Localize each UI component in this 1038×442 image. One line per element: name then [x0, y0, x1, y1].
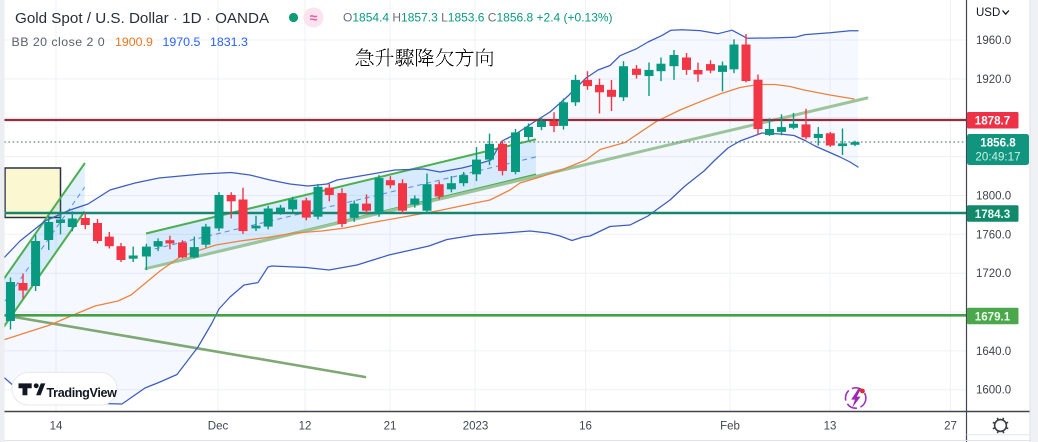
svg-text:14: 14: [50, 421, 63, 433]
svg-text:TradingView: TradingView: [47, 386, 118, 400]
svg-text:Dec: Dec: [208, 421, 229, 433]
svg-text:1831.3: 1831.3: [210, 35, 248, 49]
svg-text:1900.9: 1900.9: [115, 35, 153, 49]
svg-text:16: 16: [579, 421, 592, 433]
svg-text:O1854.4 H1857.3 L1853.6 C1856.: O1854.4 H1857.3 L1853.6 C1856.8 +2.4 (+0…: [343, 11, 613, 25]
svg-text:1856.8: 1856.8: [980, 137, 1016, 150]
svg-text:1679.1: 1679.1: [975, 310, 1011, 323]
svg-text:1878.7: 1878.7: [975, 115, 1010, 128]
svg-text:1760.0: 1760.0: [976, 229, 1011, 241]
svg-text:Gold Spot / U.S. Dollar · 1D ·: Gold Spot / U.S. Dollar · 1D · OANDA: [15, 10, 270, 27]
svg-text:27: 27: [944, 421, 957, 433]
svg-text:1960.0: 1960.0: [976, 35, 1011, 47]
svg-text:1920.0: 1920.0: [976, 74, 1011, 86]
svg-text:2023: 2023: [463, 421, 489, 433]
svg-text:1600.0: 1600.0: [976, 385, 1011, 397]
svg-text:1800.0: 1800.0: [976, 191, 1011, 203]
svg-text:≈: ≈: [310, 10, 318, 26]
svg-text:Feb: Feb: [720, 421, 740, 433]
svg-text:12: 12: [299, 421, 312, 433]
svg-text:1720.0: 1720.0: [976, 268, 1011, 280]
svg-text:BB 20 close 2 0: BB 20 close 2 0: [12, 35, 106, 49]
svg-text:1640.0: 1640.0: [976, 346, 1011, 358]
svg-text:1970.5: 1970.5: [163, 35, 201, 49]
svg-text:21: 21: [384, 421, 397, 433]
svg-text:USD: USD: [976, 7, 1000, 19]
svg-text:1784.3: 1784.3: [975, 208, 1011, 221]
svg-text:20:49:17: 20:49:17: [975, 151, 1020, 164]
svg-text:13: 13: [824, 421, 837, 433]
